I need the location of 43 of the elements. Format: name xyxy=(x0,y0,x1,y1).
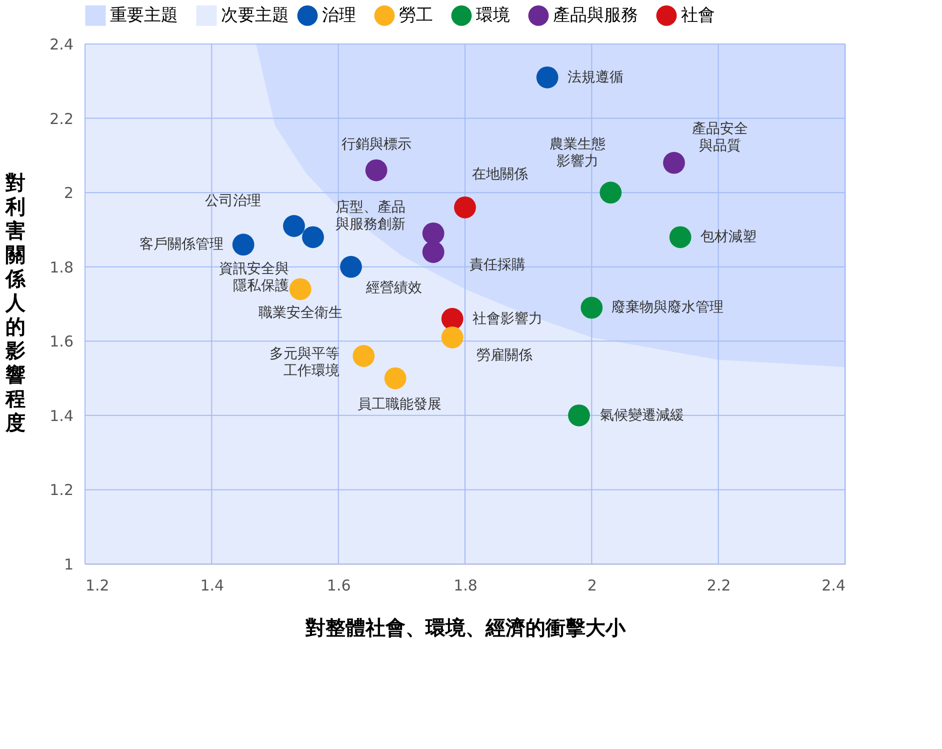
y-tick-label: 2.2 xyxy=(50,110,74,128)
annotation: 職業安全衛生 xyxy=(258,305,342,322)
y-tick-label: 1.2 xyxy=(50,481,74,500)
annotation: 包材減塑 xyxy=(700,229,756,246)
y-tick-label: 1.6 xyxy=(50,332,74,351)
x-tick-label: 2.4 xyxy=(822,576,846,594)
annotation: 在地關係 xyxy=(472,166,528,182)
annotation: 行銷與標示 xyxy=(341,136,412,152)
x-tick-label: 1.8 xyxy=(454,576,478,594)
legend-label: 治理 xyxy=(322,6,356,26)
annotation: 廢棄物與廢水管理 xyxy=(612,300,724,316)
x-tick-label: 1.4 xyxy=(200,576,224,594)
x-tick-label: 2 xyxy=(587,576,597,594)
annotation: 氣候變遷減緩 xyxy=(600,407,684,424)
annotation: 產品安全與品質 xyxy=(692,120,748,154)
annotation: 資訊安全與隱私保護 xyxy=(219,261,289,294)
annotation: 勞雇關係 xyxy=(476,347,532,364)
annotation: 客戶關係管理 xyxy=(139,236,224,253)
legend-label: 重要主題 xyxy=(110,6,178,26)
y-tick-label: 1.4 xyxy=(50,406,74,425)
legend-label: 社會 xyxy=(681,6,715,26)
legend-label: 環境 xyxy=(476,6,510,26)
text: 對利害關係人的影響程度 xyxy=(6,170,26,434)
annotation: 員工職能發展 xyxy=(357,396,442,412)
legend-label: 產品與服務 xyxy=(553,6,638,26)
annotation: 經營績效 xyxy=(365,280,422,296)
annotation: 農業生態影響力 xyxy=(550,136,606,170)
annotation: 店型、產品與服務創新 xyxy=(335,199,406,232)
annotation: 法規遵循 xyxy=(567,69,624,86)
x-tick-label: 1.2 xyxy=(86,576,110,594)
x-tick-label: 2.2 xyxy=(706,576,731,594)
annotation: 社會影響力 xyxy=(472,310,542,327)
y-tick-label: 2.4 xyxy=(50,36,74,54)
y-tick-label: 1.8 xyxy=(50,258,74,276)
legend-label: 勞工 xyxy=(399,6,433,26)
y-tick-label: 2 xyxy=(64,184,74,202)
annotation: 責任採購 xyxy=(469,257,526,273)
x-tick-label: 1.6 xyxy=(326,576,351,594)
annotation: 公司治理 xyxy=(205,193,261,209)
annotation: 多元與平等工作環境 xyxy=(270,346,340,379)
y-tick-label: 1 xyxy=(64,556,74,574)
x-axis-title: 對整體社會、環境、經濟的衝擊大小 xyxy=(304,616,626,640)
legend-label: 次要主題 xyxy=(221,6,289,26)
